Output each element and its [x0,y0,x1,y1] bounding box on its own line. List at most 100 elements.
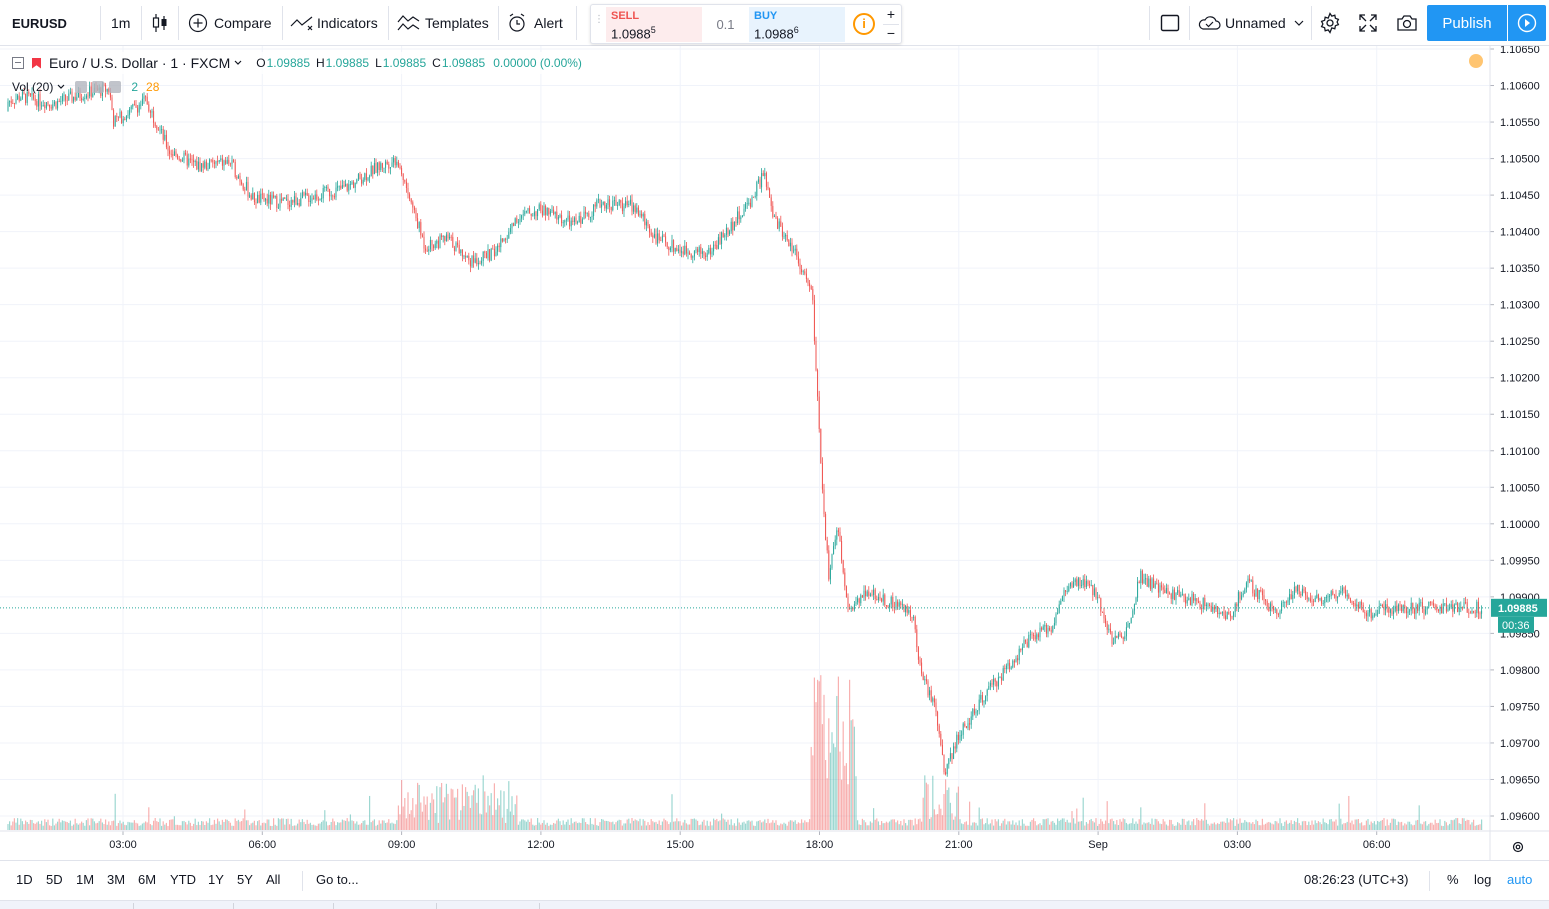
symbol-title[interactable]: Euro / U.S. Dollar · 1 · FXCM [49,55,231,71]
alert-button[interactable]: Alert [507,0,563,46]
sell-button[interactable]: SELL 1.09885 [606,7,702,42]
layout-menu-button[interactable]: Unnamed [1197,0,1304,46]
range-1y[interactable]: 1Y [208,872,224,887]
candle-body [764,173,766,177]
candle-body [1399,604,1401,606]
price-chart[interactable]: 1.106501.106001.105501.105001.104501.104… [0,46,1549,860]
volume-bar [218,821,220,830]
range-5d[interactable]: 5D [46,872,63,887]
eye-icon[interactable] [75,81,88,93]
volume-bar [549,824,551,830]
volume-bar [348,821,350,830]
chart-style-button[interactable] [151,0,169,46]
candle-body [953,746,955,759]
candle-body [431,239,433,246]
candle-body [713,244,715,252]
clock-timezone[interactable]: 08:26:23 (UTC+3) [1304,872,1409,887]
candle-body [565,219,567,221]
candle-body [1329,595,1331,597]
range-ytd[interactable]: YTD [170,872,196,887]
volume-bar [850,720,852,830]
chevron-down-icon[interactable] [234,60,242,66]
volume-bar [407,792,409,830]
info-icon[interactable]: i [853,13,875,35]
volume-bar [1108,823,1110,830]
candle-body [1140,570,1142,584]
compare-button[interactable]: Compare [188,0,272,46]
candle-body [1332,591,1334,595]
symbol-search-button[interactable]: EURUSD [12,15,67,31]
volume-bar [810,746,812,830]
increase-quantity-button[interactable]: + [886,6,896,22]
volume-bar [586,824,588,830]
log-scale-toggle[interactable]: log [1474,872,1492,887]
candle-body [1357,604,1359,609]
volume-bar [458,819,460,830]
candle-body [1196,598,1198,602]
candle-body [1073,581,1075,588]
volume-bar [1444,820,1446,830]
candle-body [1074,579,1076,582]
range-5y[interactable]: 5Y [237,872,253,887]
volume-bar [169,819,171,830]
publish-button[interactable]: Publish [1427,5,1507,41]
candle-body [956,734,958,749]
volume-bar [431,793,433,830]
volume-bar [693,818,695,830]
volume-bar [61,820,63,830]
candle-body [1461,607,1463,609]
candle-body [714,244,716,246]
range-1d[interactable]: 1D [16,872,33,887]
candle-body [425,248,427,251]
candle-body [948,758,950,765]
volume-bar [1292,824,1294,830]
flag-icon[interactable] [32,57,41,69]
volume-bar [932,775,934,830]
settings-button[interactable] [1319,0,1341,46]
range-6m[interactable]: 6M [138,872,157,887]
volume-bar [1140,807,1142,830]
volume-bar [365,824,367,830]
candle-body [257,194,259,204]
settings-small-icon[interactable] [92,81,105,93]
auto-scale-toggle[interactable]: auto [1507,872,1533,887]
volume-label[interactable]: Vol (20) [12,80,54,94]
candle-body [521,215,523,219]
time-scale-label: 18:00 [806,839,834,851]
candle-body [1340,591,1342,593]
candle-body [367,177,369,181]
candle-body [1146,578,1148,587]
range-all[interactable]: All [266,872,281,887]
volume-bar [1407,821,1409,830]
drag-handle-icon[interactable]: ⋮⋮ [594,14,614,25]
volume-bar [1002,820,1004,830]
candle-body [311,198,313,201]
toggle-panel-button[interactable] [1160,0,1180,46]
time-scale-label: 12:00 [527,839,555,851]
candle-body [129,109,131,115]
templates-button[interactable]: Templates [397,0,489,46]
goto-button[interactable]: Go to... [316,872,359,887]
decrease-quantity-button[interactable]: − [883,24,899,41]
volume-bar [746,820,748,830]
percent-scale-toggle[interactable]: % [1447,872,1459,887]
candle-body [1079,578,1081,586]
range-3m[interactable]: 3M [107,872,126,887]
volume-bar [1277,823,1279,830]
interval-button[interactable]: 1m [111,15,131,31]
volume-bar [1197,819,1199,830]
indicators-button[interactable]: Indicators [290,0,378,46]
volume-bar [885,821,887,830]
snapshot-button[interactable] [1396,0,1418,46]
candle-body [852,607,854,610]
volume-bar [716,818,718,830]
range-1m[interactable]: 1M [76,872,95,887]
replay-button[interactable] [1508,5,1546,41]
fullscreen-button[interactable] [1358,0,1378,46]
close-icon[interactable] [109,81,122,93]
volume-bar [359,824,361,830]
candle-body [445,234,447,242]
collapse-legend-icon[interactable] [12,57,24,69]
buy-button[interactable]: BUY 1.09886 [749,7,845,42]
chevron-down-icon[interactable] [57,84,65,90]
